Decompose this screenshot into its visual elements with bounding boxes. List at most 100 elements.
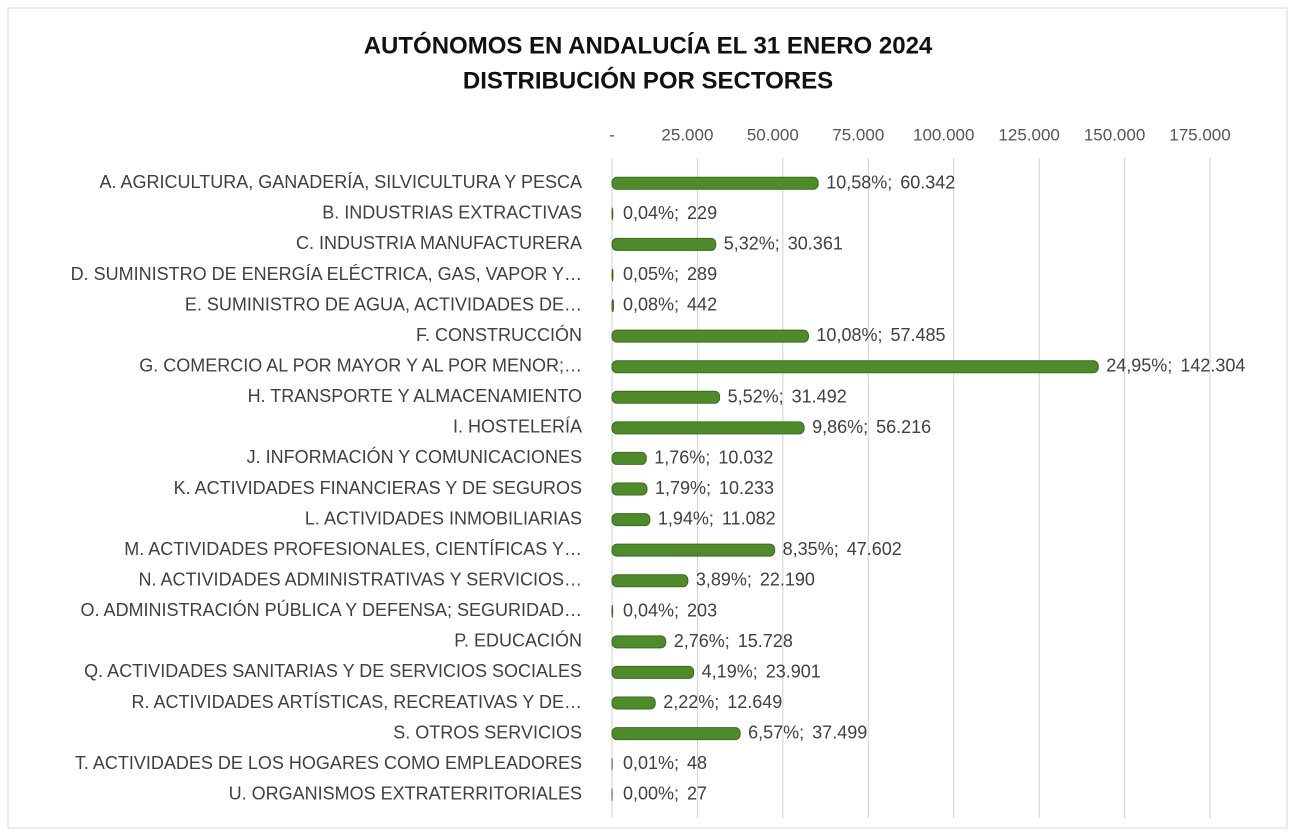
x-tick-label: 100.000 [913,125,974,144]
y-tick-label: G. COMERCIO AL POR MAYOR Y AL POR MENOR;… [139,355,582,375]
share-label: 0,04%; [623,203,679,223]
value-label: 142.304 [1180,355,1245,375]
share-label: 2,76%; [674,631,730,651]
y-tick-label: Q. ACTIVIDADES SANITARIAS Y DE SERVICIOS… [84,661,582,681]
data-label: 0,04%; 229 [623,203,717,223]
value-label: 12.649 [727,692,782,712]
data-label: 10,08%; 57.485 [816,325,945,345]
share-label: 0,00%; [623,783,679,803]
bar [611,176,819,190]
data-label: 2,76%; 15.728 [674,631,793,651]
value-label: 37.499 [812,722,867,742]
chart-title: AUTÓNOMOS EN ANDALUCÍA EL 31 ENERO 2024 [364,31,933,59]
value-label: 229 [687,203,717,223]
x-tick-label: 25.000 [661,125,713,144]
share-label: 1,79%; [655,478,711,498]
data-label: 5,32%; 30.361 [724,233,843,253]
y-tick-label: A. AGRICULTURA, GANADERÍA, SILVICULTURA … [100,172,582,192]
value-label: 15.728 [738,631,793,651]
data-label: 9,86%; 56.216 [812,417,931,437]
bar [611,268,614,282]
value-label: 10.233 [719,478,774,498]
value-label: 27 [687,783,707,803]
y-tick-label: B. INDUSTRIAS EXTRACTIVAS [322,203,582,223]
y-tick-label: T. ACTIVIDADES DE LOS HOGARES COMO EMPLE… [75,753,582,773]
share-label: 10,58%; [826,172,892,192]
data-label: 1,76%; 10.032 [654,447,773,467]
y-tick-label: K. ACTIVIDADES FINANCIERAS Y DE SEGUROS [174,478,582,498]
bar [611,696,656,710]
bar [611,360,1099,374]
bar [611,207,614,221]
share-label: 24,95%; [1106,355,1172,375]
share-label: 1,76%; [654,447,710,467]
data-label: 0,05%; 289 [623,264,717,284]
share-label: 3,89%; [696,569,752,589]
share-label: 0,01%; [623,753,679,773]
value-label: 30.361 [788,233,843,253]
y-tick-label: M. ACTIVIDADES PROFESIONALES, CIENTÍFICA… [124,539,582,559]
bar [611,390,721,404]
y-tick-label: S. OTROS SERVICIOS [393,722,582,742]
bar [611,543,776,557]
data-label: 4,19%; 23.901 [702,661,821,681]
y-tick-label: L. ACTIVIDADES INMOBILIARIAS [305,508,582,528]
bar [611,604,614,618]
value-label: 47.602 [847,539,902,559]
share-label: 10,08%; [816,325,882,345]
y-tick-label: P. EDUCACIÓN [454,630,582,651]
value-label: 60.342 [900,172,955,192]
value-label: 289 [687,264,717,284]
x-tick-label: - [609,125,615,144]
data-label: 0,04%; 203 [623,600,717,620]
x-tick-label: 50.000 [747,125,799,144]
bar [611,635,667,649]
y-tick-label: J. INFORMACIÓN Y COMUNICACIONES [247,446,582,467]
y-tick-label: F. CONSTRUCCIÓN [416,324,582,345]
share-label: 4,19%; [702,661,758,681]
data-label: 8,35%; 47.602 [783,539,902,559]
y-tick-label: U. ORGANISMOS EXTRATERRITORIALES [229,783,582,803]
share-label: 0,04%; [623,600,679,620]
bar [611,513,651,527]
share-label: 0,05%; [623,264,679,284]
bar [611,665,695,679]
share-label: 8,35%; [783,539,839,559]
share-label: 5,32%; [724,233,780,253]
bar [611,727,741,741]
share-label: 9,86%; [812,417,868,437]
value-label: 56.216 [876,417,931,437]
y-tick-label: E. SUMINISTRO DE AGUA, ACTIVIDADES DE… [185,294,582,314]
value-label: 10.032 [718,447,773,467]
value-label: 48 [687,753,707,773]
y-tick-label: I. HOSTELERÍA [453,417,582,437]
data-label: 1,94%; 11.082 [658,508,776,528]
data-label: 2,22%; 12.649 [663,692,782,712]
chart-frame [7,7,1288,829]
y-tick-label: N. ACTIVIDADES ADMINISTRATIVAS Y SERVICI… [139,569,582,589]
bar [611,329,809,343]
x-tick-label: 175.000 [1169,125,1230,144]
bar [611,237,717,251]
x-tick-label: 125.000 [998,125,1059,144]
data-label: 6,57%; 37.499 [748,722,867,742]
data-label: 0,01%; 48 [623,753,707,773]
value-label: 442 [687,294,717,314]
value-label: 11.082 [722,508,776,528]
x-tick-label: 75.000 [832,125,884,144]
chart-subtitle: DISTRIBUCIÓN POR SECTORES [463,66,833,94]
y-tick-label: R. ACTIVIDADES ARTÍSTICAS, RECREATIVAS Y… [132,692,582,712]
value-label: 31.492 [792,386,847,406]
share-label: 0,08%; [623,294,679,314]
value-label: 57.485 [890,325,945,345]
x-tick-label: 150.000 [1084,125,1145,144]
data-label: 1,79%; 10.233 [655,478,774,498]
value-label: 22.190 [760,569,815,589]
y-tick-label: C. INDUSTRIA MANUFACTURERA [296,233,582,253]
data-label: 24,95%; 142.304 [1106,355,1245,375]
data-label: 0,00%; 27 [623,783,707,803]
y-tick-label: D. SUMINISTRO DE ENERGÍA ELÉCTRICA, GAS,… [71,264,582,284]
bar [611,451,647,465]
share-label: 2,22%; [663,692,719,712]
